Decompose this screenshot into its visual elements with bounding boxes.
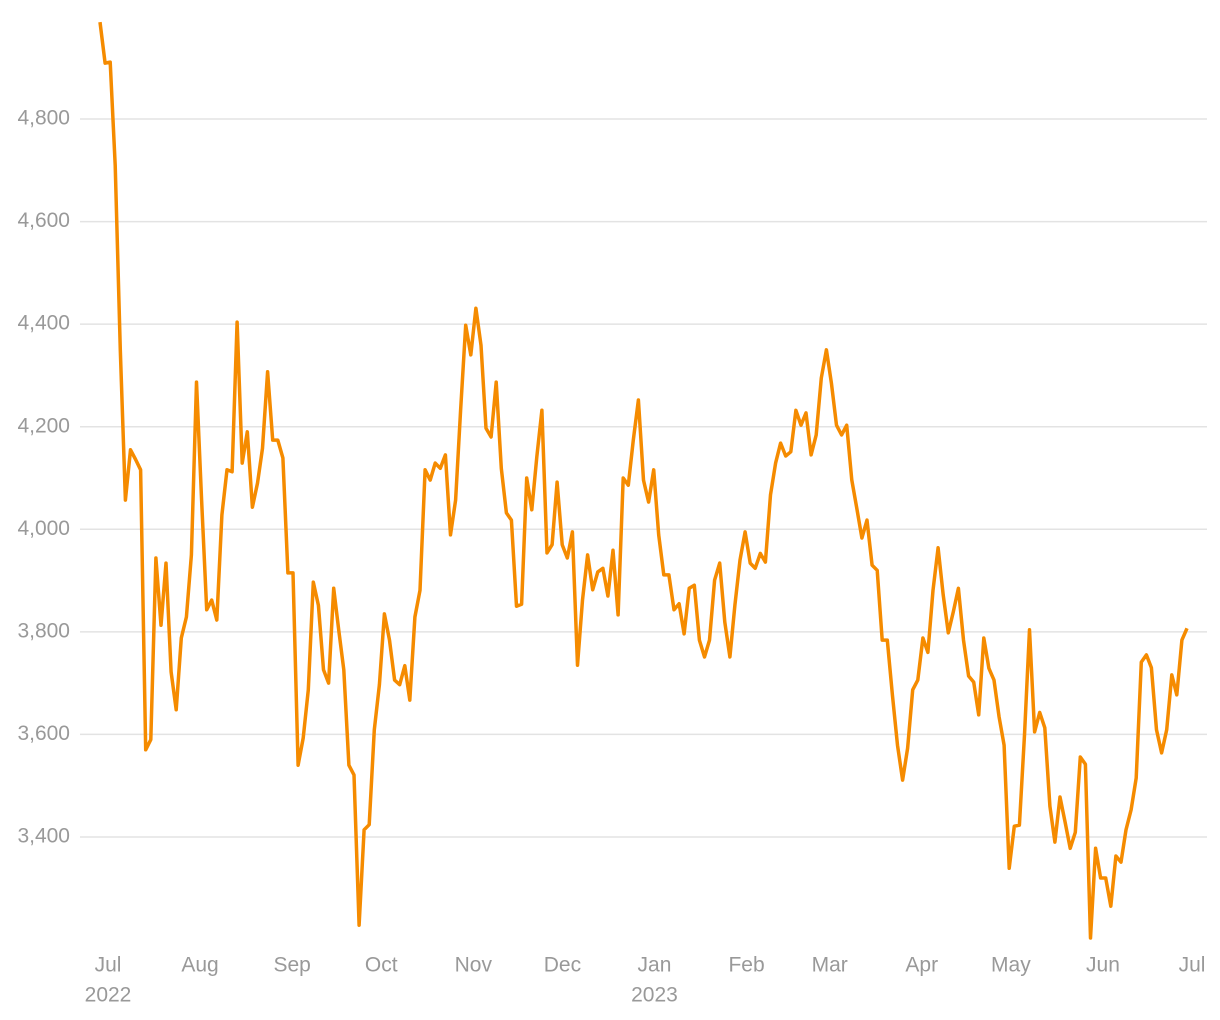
- x-tick-label: Jan: [638, 954, 672, 977]
- y-tick-label: 3,600: [17, 722, 70, 745]
- x-tick-label: Dec: [544, 954, 581, 977]
- x-tick-label: Oct: [365, 954, 398, 977]
- x-tick-label: May: [991, 954, 1031, 977]
- y-tick-label: 4,800: [17, 107, 70, 130]
- y-tick-label: 4,600: [17, 209, 70, 232]
- x-tick-label: Mar: [812, 954, 848, 977]
- x-tick-label: Nov: [455, 954, 493, 977]
- y-tick-label: 3,800: [17, 619, 70, 642]
- price-line: [98, 21, 1189, 940]
- x-tick-label: Jun: [1086, 954, 1120, 977]
- x-tick-label: Feb: [728, 954, 764, 977]
- x-tick-label: Jul: [1179, 954, 1206, 977]
- x-tick-label: Apr: [905, 954, 938, 977]
- y-tick-label: 4,000: [17, 517, 70, 540]
- x-year-label: 2022: [85, 984, 132, 1007]
- x-tick-label: Aug: [181, 954, 218, 977]
- x-tick-label: Jul: [95, 954, 122, 977]
- x-year-label: 2023: [631, 984, 678, 1007]
- y-tick-label: 4,200: [17, 414, 70, 437]
- x-tick-label: Sep: [273, 954, 310, 977]
- y-tick-label: 4,400: [17, 312, 70, 335]
- y-tick-label: 3,400: [17, 825, 70, 848]
